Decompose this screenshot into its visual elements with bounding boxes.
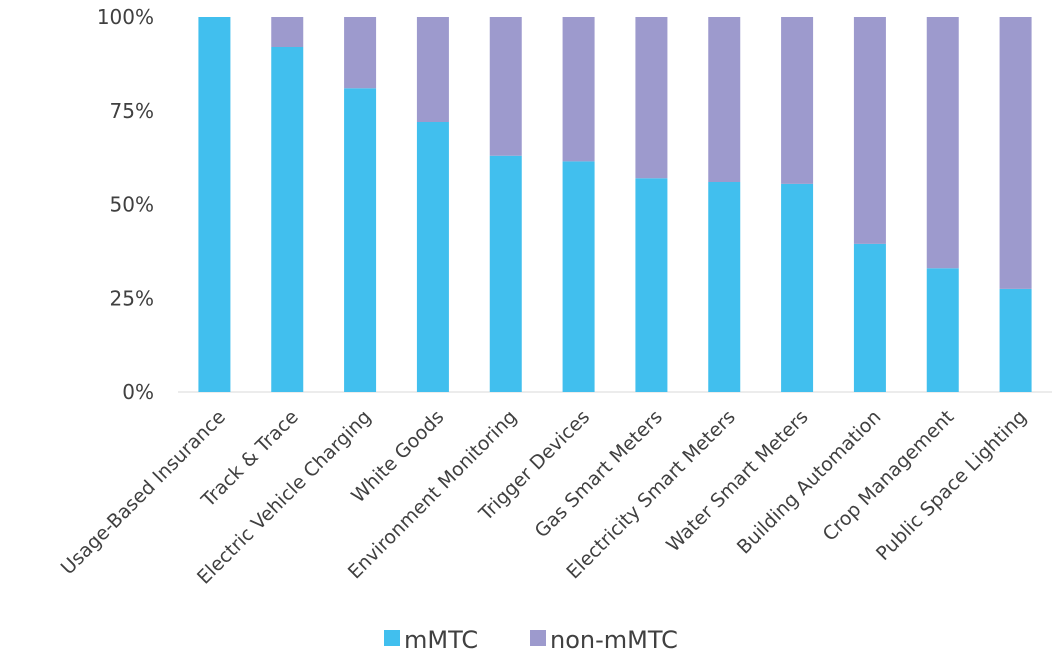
bar-mmtc <box>489 155 522 392</box>
legend-label: non-mMTC <box>550 626 678 654</box>
y-tick-label: 0% <box>122 380 154 404</box>
legend-swatch <box>530 630 546 646</box>
bar-non-mmtc <box>926 17 959 269</box>
bar-non-mmtc <box>562 17 595 162</box>
x-category-label: Gas Smart Meters <box>531 406 667 542</box>
x-category-label: Public Space Lighting <box>872 406 1031 565</box>
x-category-label: Building Automation <box>733 406 886 559</box>
y-tick-label: 75% <box>110 99 154 123</box>
x-category-label: Water Smart Meters <box>662 406 812 556</box>
legend-swatch <box>384 630 400 646</box>
bar-non-mmtc <box>708 17 741 182</box>
legend-label: mMTC <box>404 626 478 654</box>
bar-non-mmtc <box>489 17 522 156</box>
bar-non-mmtc <box>344 17 377 89</box>
bars-group <box>198 17 1032 392</box>
bar-mmtc <box>999 288 1032 392</box>
bar-non-mmtc <box>781 17 814 184</box>
y-tick-label: 50% <box>110 193 154 217</box>
bar-mmtc <box>562 161 595 392</box>
y-tick-label: 100% <box>97 5 154 29</box>
bar-mmtc <box>416 122 449 392</box>
bar-non-mmtc <box>853 17 886 244</box>
x-category-label: Crop Management <box>819 406 959 546</box>
bar-non-mmtc <box>999 17 1032 289</box>
bar-mmtc <box>853 243 886 392</box>
bar-mmtc <box>344 88 377 392</box>
bar-non-mmtc <box>416 17 449 122</box>
bar-mmtc <box>926 268 959 392</box>
y-tick-label: 25% <box>110 286 154 310</box>
bar-mmtc <box>635 178 668 392</box>
bar-mmtc <box>708 182 741 392</box>
bar-mmtc <box>781 183 814 392</box>
legend: mMTC non-mMTC <box>384 626 678 654</box>
bar-mmtc <box>198 17 231 392</box>
bar-mmtc <box>271 47 304 392</box>
bar-non-mmtc <box>635 17 668 179</box>
bar-non-mmtc <box>271 17 304 47</box>
y-axis-ticks: 0% 25% 50% 75% 100% <box>97 5 154 404</box>
